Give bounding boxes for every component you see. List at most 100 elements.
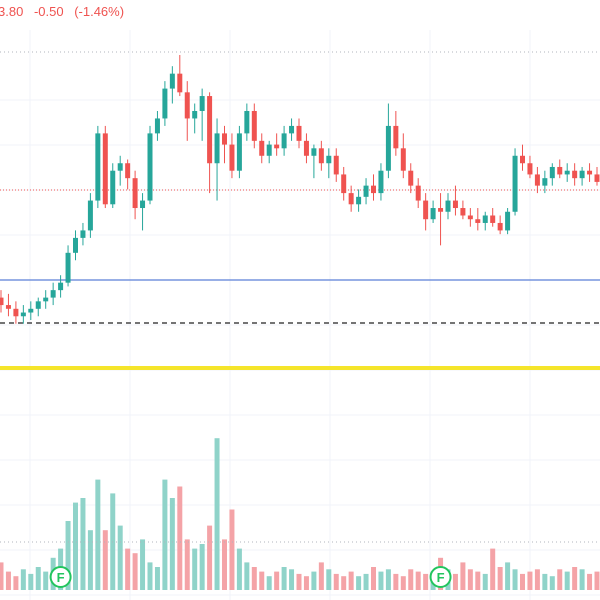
candle-body [534, 174, 540, 186]
candle-body [0, 297, 4, 306]
volume-bar [557, 569, 563, 590]
candle-body [542, 178, 548, 186]
candle-body [520, 155, 525, 164]
candle-body [43, 297, 49, 302]
candle-body [393, 125, 399, 149]
volume-bar [497, 567, 503, 590]
volume-bar [549, 576, 555, 590]
candle-body [527, 163, 533, 175]
volume-bar [140, 539, 146, 590]
candle-body [266, 144, 272, 156]
volume-bar [132, 553, 138, 590]
volume-bar [177, 486, 183, 590]
candle-body [102, 133, 108, 205]
volume-bar [259, 571, 265, 590]
candle-body [438, 208, 444, 212]
candle-body [587, 170, 593, 175]
volume-bar [423, 573, 429, 590]
candle-body [87, 200, 93, 231]
volume-bar [475, 571, 481, 590]
candle-body [408, 170, 414, 186]
volume-bar [192, 548, 198, 590]
candle-body [125, 163, 131, 179]
candle-body [572, 170, 578, 179]
volume-bar [505, 562, 511, 590]
candle-body [423, 200, 429, 220]
volume-bar [408, 569, 414, 590]
candle-body [236, 133, 242, 171]
candle-body [13, 308, 19, 317]
candle-body [371, 185, 376, 194]
volume-bar [527, 571, 533, 590]
candle-body [512, 155, 518, 212]
volume-bar [542, 573, 548, 590]
candle-body [482, 215, 488, 223]
candle-body [460, 208, 466, 216]
volume-bar [117, 525, 123, 590]
volume-bar [199, 544, 205, 590]
candle-body [229, 144, 235, 171]
volume-bar [20, 569, 26, 590]
volume-bar [162, 479, 168, 590]
event-marker-label: F [437, 570, 445, 585]
candle-body [400, 148, 406, 171]
volume-bar [587, 573, 593, 590]
candle-body [445, 200, 451, 212]
volume-bar [102, 530, 108, 590]
volume-bar [251, 567, 257, 590]
volume-bar [28, 573, 34, 590]
candle-body [333, 155, 339, 175]
volume-bar [452, 573, 458, 590]
volume-bar [303, 576, 309, 590]
volume-bar [363, 573, 369, 590]
volume-bar [296, 573, 302, 590]
candle-body [207, 96, 213, 164]
candle-body [348, 193, 354, 205]
candle-body [326, 155, 332, 164]
price-change-percent: (-1.46%) [74, 4, 125, 19]
candle-body [281, 133, 287, 149]
candle-body [214, 133, 220, 164]
price-header: 3.80 -0.50 (-1.46%) [0, 4, 131, 19]
candle-body [557, 166, 563, 175]
candle-body [467, 215, 473, 220]
candle-body [50, 290, 56, 298]
volume-bar [534, 569, 540, 590]
volume-bar [579, 569, 585, 590]
volume-bar [356, 576, 362, 590]
candle-body [594, 174, 600, 182]
volume-bar [415, 571, 421, 590]
candle-body [65, 252, 71, 283]
candle-body [497, 222, 503, 231]
volume-bar [35, 567, 41, 590]
candle-body [318, 148, 324, 164]
candle-body [296, 125, 302, 141]
volume-bar [467, 569, 473, 590]
candle-body [251, 110, 257, 141]
volume-bar [87, 530, 93, 590]
volume-bar [378, 571, 384, 590]
volume-bar [184, 539, 190, 590]
price-change: -0.50 [33, 4, 64, 19]
candle-body [95, 133, 101, 201]
candle-body [490, 215, 496, 223]
candle-body [110, 170, 116, 205]
volume-bar [341, 576, 347, 590]
candle-body [169, 73, 175, 89]
volume-bar [80, 498, 86, 590]
candle-body [132, 178, 138, 209]
volume-bar [236, 548, 242, 590]
volume-bar [274, 571, 280, 590]
candle-body [259, 140, 265, 156]
candle-body [244, 110, 250, 134]
candle-body [415, 185, 421, 201]
candle-body [363, 185, 369, 197]
volume-bar [65, 521, 71, 590]
volume-bar [229, 509, 235, 590]
volume-bar [490, 548, 496, 590]
candle-body [5, 305, 11, 309]
volume-bar [125, 548, 131, 590]
volume-bar [482, 573, 488, 590]
volume-bar [348, 571, 354, 590]
